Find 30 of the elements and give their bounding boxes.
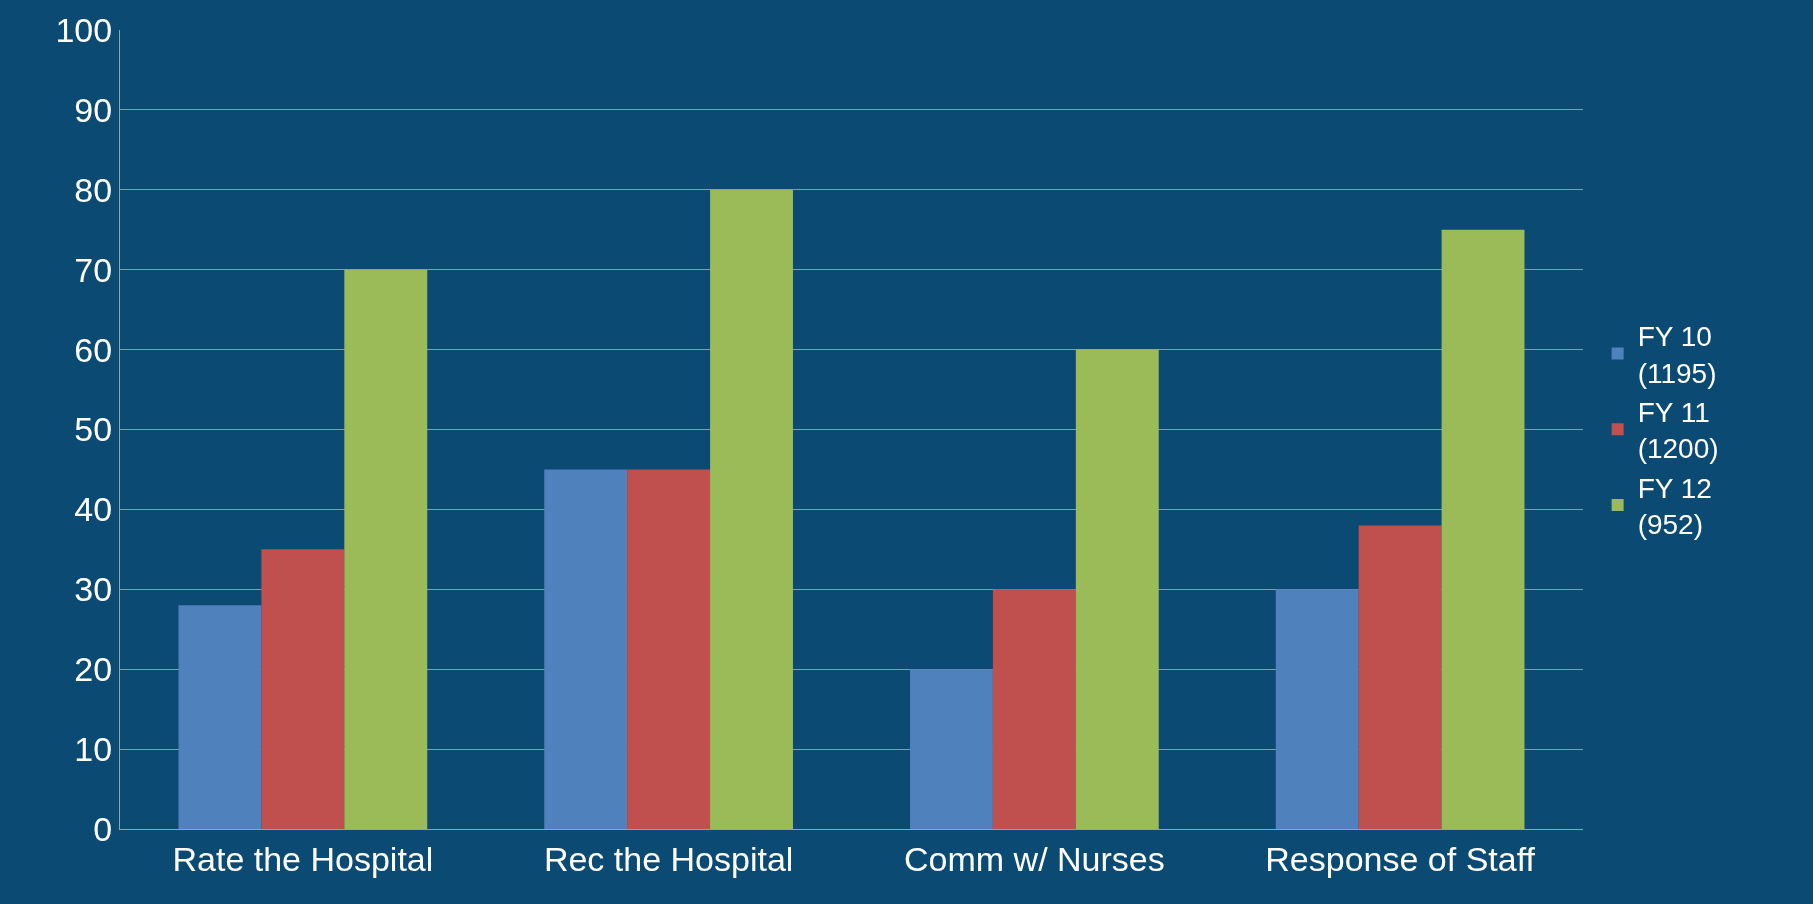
bar (261, 549, 345, 829)
bar (178, 605, 262, 829)
y-tick-label: 80 (74, 170, 113, 209)
bar (1275, 589, 1359, 829)
bar (1075, 349, 1159, 829)
y-tick-label: 0 (93, 809, 113, 848)
y-tick-label: 10 (74, 730, 113, 768)
bar (710, 189, 793, 829)
y-tick-label: 40 (74, 490, 113, 529)
legend-label: FY 11 (1200) (1637, 396, 1719, 465)
y-tick-label: 50 (74, 410, 113, 449)
bar (910, 669, 993, 829)
y-tick-label: 100 (55, 10, 113, 49)
bar (1441, 229, 1525, 829)
x-tick-label: Rate the Hospital (172, 839, 434, 878)
x-tick-label: Response of Staff (1265, 839, 1536, 878)
bar (992, 589, 1076, 829)
bar (544, 469, 628, 829)
y-tick-label: 60 (74, 330, 113, 369)
legend-label: FY 10 (1195) (1637, 321, 1717, 389)
y-tick-label: 30 (74, 570, 113, 609)
x-tick-label: Rec the Hospital (543, 839, 794, 878)
bar (344, 269, 428, 829)
y-tick-label: 90 (74, 90, 113, 129)
bar (1358, 525, 1442, 829)
legend-label: FY 12 (952) (1637, 472, 1712, 541)
bar (627, 469, 711, 829)
y-tick-label: 20 (74, 650, 113, 689)
x-tick-label: Comm w/ Nurses (904, 839, 1165, 878)
y-tick-label: 70 (74, 250, 113, 289)
